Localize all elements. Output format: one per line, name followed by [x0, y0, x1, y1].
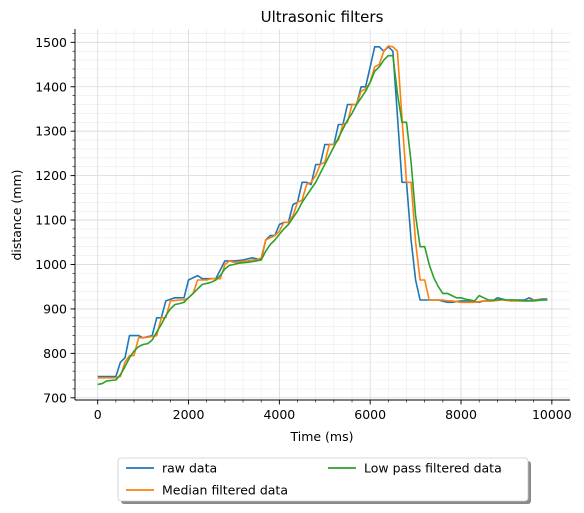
y-tick-label: 900: [43, 301, 67, 316]
series-line-2: [97, 45, 548, 379]
series-line-1: [97, 46, 548, 378]
y-tick-label: 1200: [35, 168, 67, 183]
y-tick-label: 1300: [35, 124, 67, 139]
series-line-3: [97, 54, 548, 386]
x-ticks: 0 2000 4000 6000 8000 10000: [94, 400, 572, 422]
legend-label-3: Low pass filtered data: [364, 461, 502, 476]
x-tick-label: 10000: [532, 407, 572, 422]
legend: raw data Median filtered data Low pass fil…: [117, 457, 531, 504]
y-tick-label: 800: [43, 346, 67, 361]
axes: [74, 29, 570, 401]
x-tick-label: 2000: [173, 407, 205, 422]
x-tick-label: 4000: [263, 407, 295, 422]
y-tick-label: 1000: [35, 257, 67, 272]
legend-label-1: raw data: [162, 461, 217, 476]
chart-title: Ultrasonic filters: [261, 8, 384, 26]
x-tick-label: 6000: [354, 407, 386, 422]
x-tick-label: 8000: [445, 407, 477, 422]
x-axis-label: Time (ms): [289, 429, 353, 444]
y-tick-label: 1100: [35, 213, 67, 228]
legend-label-2: Median filtered data: [162, 483, 288, 498]
series-group: [97, 45, 548, 386]
y-axis-label: distance (mm): [9, 169, 24, 260]
y-tick-label: 700: [43, 390, 67, 405]
y-tick-label: 1500: [35, 35, 67, 50]
legend-box: [117, 457, 529, 502]
y-ticks: 700 800 900 1000 1100 1200 1300 1400 1500: [35, 33, 75, 405]
x-tick-label: 0: [94, 407, 102, 422]
y-tick-label: 1400: [35, 79, 67, 94]
grid: [75, 29, 570, 400]
